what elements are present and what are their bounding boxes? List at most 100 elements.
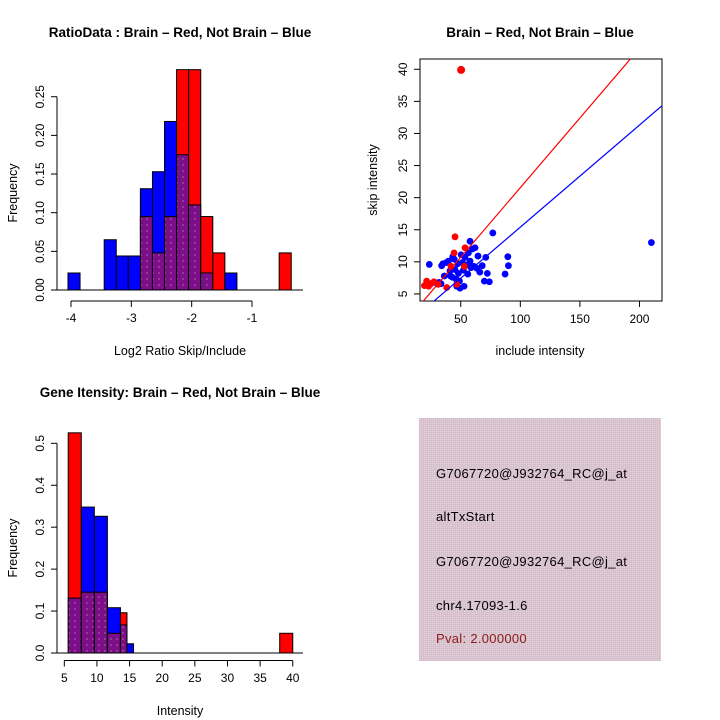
x-tick-label: 5 bbox=[61, 671, 68, 685]
x-tick-label: 150 bbox=[570, 312, 590, 326]
scatter-point bbox=[485, 278, 493, 286]
y-tick-label: 0.2 bbox=[33, 560, 47, 577]
hist-bar-overlap bbox=[93, 591, 108, 654]
scatter-point bbox=[460, 282, 468, 290]
scatter-point bbox=[454, 269, 462, 277]
scatter-xlabel: include intensity bbox=[495, 344, 585, 358]
y-tick-label: 0.4 bbox=[33, 477, 47, 494]
scatter-point bbox=[464, 270, 472, 278]
hist-bar-overlap bbox=[200, 272, 214, 291]
y-tick-label: 25 bbox=[396, 159, 410, 173]
pval-text: Pval: 2.000000 bbox=[436, 631, 527, 646]
y-tick-label: 40 bbox=[396, 62, 410, 76]
scatter-point bbox=[504, 253, 512, 261]
x-tick-label: 200 bbox=[629, 312, 649, 326]
x-tick-label: 25 bbox=[188, 671, 202, 685]
scatter-point bbox=[489, 229, 497, 237]
x-tick-label: -2 bbox=[186, 311, 197, 325]
gene-hist-title: Gene Itensity: Brain – Red, Not Brain – … bbox=[39, 385, 321, 400]
scatter-point bbox=[425, 261, 433, 268]
regression-line bbox=[422, 59, 632, 301]
hist-bar bbox=[224, 272, 238, 291]
y-tick-label: 0.0 bbox=[33, 644, 47, 661]
scatter-point bbox=[451, 233, 459, 241]
y-tick-label: 0.05 bbox=[33, 239, 47, 263]
x-tick-label: 15 bbox=[123, 671, 137, 685]
scatter-ylabel: skip intensity bbox=[366, 144, 380, 216]
y-tick-label: 0.3 bbox=[33, 519, 47, 536]
hist-bar bbox=[67, 272, 81, 291]
probe-id-text-2: G7067720@J932764_RC@j_at bbox=[436, 554, 628, 569]
gene-hist-xlabel: Intensity bbox=[156, 704, 204, 718]
scatter-point bbox=[471, 244, 479, 252]
y-tick-label: 35 bbox=[396, 94, 410, 108]
ratio-hist-title: RatioData : Brain – Red, Not Brain – Blu… bbox=[48, 25, 312, 40]
hist-bar bbox=[278, 252, 292, 291]
hist-bar-overlap bbox=[188, 204, 202, 291]
scatter-point bbox=[444, 257, 452, 265]
ratio-histogram-panel: 0.00 0.05 0.10 0.15 0.20 0.25 -4 -3 -2 -1 bbox=[33, 69, 303, 325]
y-tick-label: 20 bbox=[396, 191, 410, 205]
y-tick-label: 15 bbox=[396, 223, 410, 237]
x-tick-label: 30 bbox=[221, 671, 235, 685]
x-tick-label: 100 bbox=[510, 312, 530, 326]
hist-bar bbox=[127, 255, 141, 291]
regression-line bbox=[433, 105, 662, 301]
hist-bar bbox=[279, 632, 294, 654]
x-tick-label: -4 bbox=[66, 311, 77, 325]
y-tick-label: 0.20 bbox=[33, 123, 47, 147]
scatter-point bbox=[647, 239, 655, 246]
event-type-text: altTxStart bbox=[436, 509, 495, 524]
hist-bar-overlap bbox=[119, 624, 128, 654]
gene-histogram-panel: 0.0 0.1 0.2 0.3 0.4 0.5 5 10 15 20 25 30 35 40 bbox=[33, 432, 303, 685]
hist-bar-overlap bbox=[106, 632, 121, 654]
hist-bar-overlap bbox=[80, 591, 95, 654]
ratio-hist-xlabel: Log2 Ratio Skip/Include bbox=[113, 344, 247, 358]
scatter-point bbox=[476, 268, 484, 276]
y-tick-label: 0.5 bbox=[33, 435, 47, 452]
y-tick-label: 0.1 bbox=[33, 602, 47, 619]
hist-bar-overlap bbox=[164, 216, 178, 291]
locus-text: chr4.17093-1.6 bbox=[436, 598, 528, 613]
hist-bar bbox=[126, 643, 134, 654]
hist-bar-overlap bbox=[139, 216, 153, 291]
x-tick-label: -1 bbox=[247, 311, 258, 325]
scatter-point bbox=[474, 252, 482, 260]
y-tick-label: 10 bbox=[396, 255, 410, 269]
hist-bar bbox=[103, 239, 117, 291]
x-tick-label: -3 bbox=[126, 311, 137, 325]
probe-id-text: G7067720@J932764_RC@j_at bbox=[436, 466, 628, 481]
x-tick-label: 50 bbox=[454, 312, 468, 326]
scatter-point bbox=[457, 65, 466, 74]
hist-bar-overlap bbox=[176, 154, 190, 291]
y-tick-label: 5 bbox=[396, 290, 410, 297]
x-tick-label: 35 bbox=[253, 671, 267, 685]
y-tick-label: 0.10 bbox=[33, 201, 47, 225]
scatter-point bbox=[480, 277, 488, 285]
scatter-title: Brain – Red, Not Brain – Blue bbox=[446, 25, 634, 40]
scatter-point bbox=[450, 249, 458, 257]
scatter-point bbox=[466, 237, 474, 245]
hist-bar-overlap bbox=[151, 252, 166, 291]
gene-hist-ylabel: Frequency bbox=[6, 518, 20, 578]
scatter-point bbox=[501, 270, 509, 278]
y-tick-label: 0.15 bbox=[33, 162, 47, 186]
scatter-point bbox=[466, 257, 474, 265]
y-tick-label: 0.25 bbox=[33, 85, 47, 109]
scatter-point bbox=[460, 262, 468, 270]
scatter-point bbox=[505, 262, 512, 270]
scatter-panel: 50 100 150 200 5 10 15 20 25 30 35 40 bbox=[396, 58, 663, 326]
hist-bar-overlap bbox=[67, 597, 82, 654]
plot-box bbox=[419, 58, 663, 302]
hist-bar bbox=[212, 252, 226, 291]
info-panel bbox=[419, 418, 661, 661]
x-tick-label: 40 bbox=[286, 671, 300, 685]
x-tick-label: 10 bbox=[90, 671, 104, 685]
y-tick-label: 30 bbox=[396, 126, 410, 140]
scatter-point bbox=[483, 269, 491, 277]
ratio-hist-ylabel: Frequency bbox=[6, 163, 20, 223]
scatter-point bbox=[478, 262, 486, 270]
x-tick-label: 20 bbox=[156, 671, 170, 685]
